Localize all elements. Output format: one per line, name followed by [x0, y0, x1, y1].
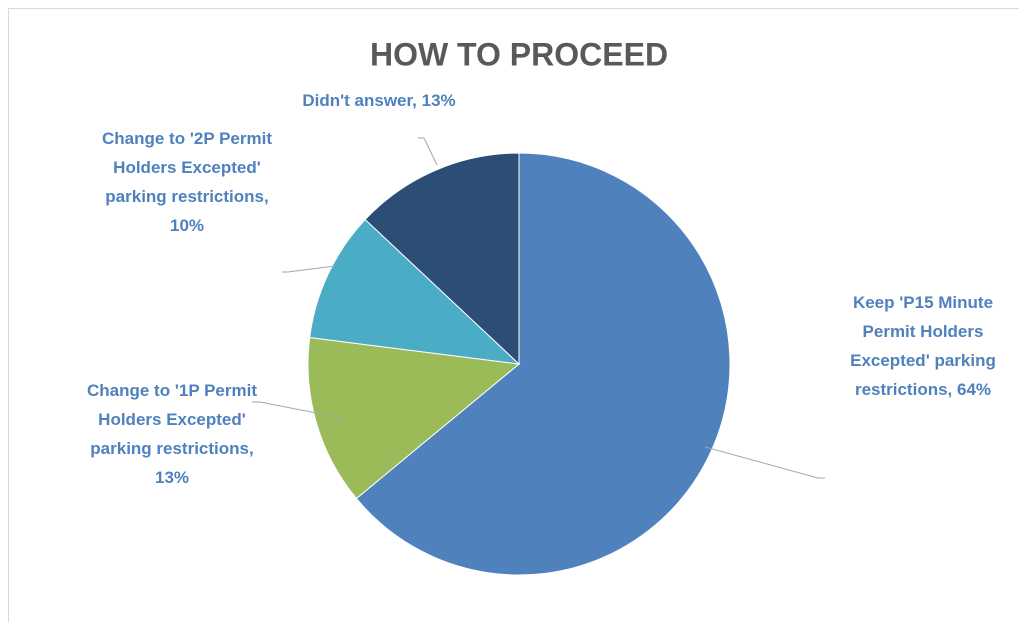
- leader-line: [704, 446, 825, 479]
- data-label: Didn't answer, 13%: [294, 86, 464, 115]
- label-category: Didn't answer,: [302, 91, 417, 110]
- label-value: 13%: [421, 91, 456, 110]
- label-value: 64%: [957, 380, 992, 399]
- label-value: 10%: [169, 216, 205, 235]
- chart-title: HOW TO PROCEED: [370, 36, 668, 72]
- pie-slice: [355, 152, 731, 576]
- frame: [8, 8, 1019, 622]
- pie-slice: [309, 218, 521, 365]
- label-category: Change to '1P Permit Holders Excepted' p…: [87, 381, 257, 458]
- slices: [307, 152, 731, 576]
- label-category: Change to '2P Permit Holders Excepted' p…: [102, 129, 272, 206]
- leader-line: [418, 137, 438, 166]
- data-label: Keep 'P15 Minute Permit Holders Excepted…: [828, 288, 1018, 404]
- data-label: Change to '2P Permit Holders Excepted' p…: [87, 124, 287, 240]
- pie-slice: [364, 152, 520, 366]
- pie-slice: [307, 336, 521, 500]
- leader-line: [252, 401, 343, 419]
- data-label: Change to '1P Permit Holders Excepted' p…: [72, 376, 272, 492]
- leader-lines: [252, 137, 825, 479]
- label-value: 13%: [154, 468, 190, 487]
- leader-line: [282, 265, 336, 273]
- label-category: Keep 'P15 Minute Permit Holders Excepted…: [850, 293, 996, 399]
